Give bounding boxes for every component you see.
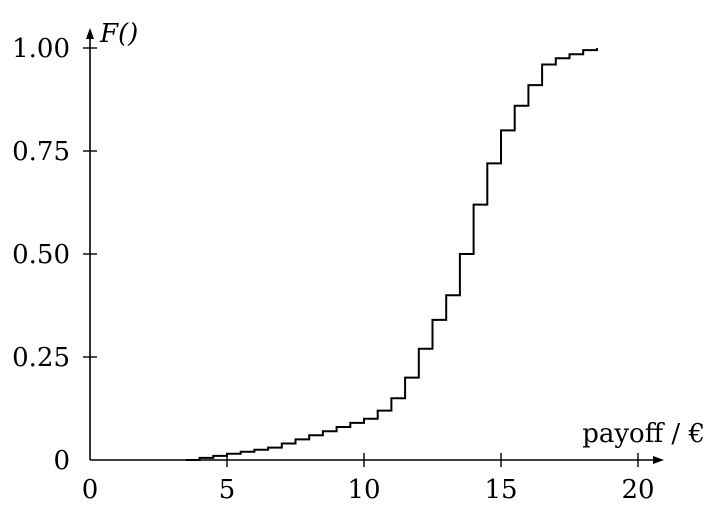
x-tick-label: 15 — [484, 475, 517, 505]
axes — [86, 28, 664, 464]
y-tick-label: 1.00 — [12, 34, 70, 64]
y-tick-label: 0.25 — [12, 343, 70, 373]
y-tick-label: 0.75 — [12, 137, 70, 167]
x-ticks: 0 5 10 15 20 — [82, 453, 655, 505]
x-tick-label: 0 — [82, 475, 99, 505]
x-tick-label: 10 — [347, 475, 380, 505]
x-tick-label: 20 — [621, 475, 654, 505]
y-axis-title: F() — [99, 19, 138, 49]
y-tick-label: 0 — [53, 446, 70, 476]
x-axis-arrow — [653, 456, 664, 464]
y-axis-arrow — [86, 28, 94, 39]
x-tick-label: 5 — [219, 475, 236, 505]
y-ticks: 0 0.25 0.50 0.75 1.00 — [12, 34, 97, 476]
x-axis-title: payoff / € — [582, 419, 705, 449]
cdf-series-line — [185, 48, 598, 461]
y-tick-label: 0.50 — [12, 240, 70, 270]
